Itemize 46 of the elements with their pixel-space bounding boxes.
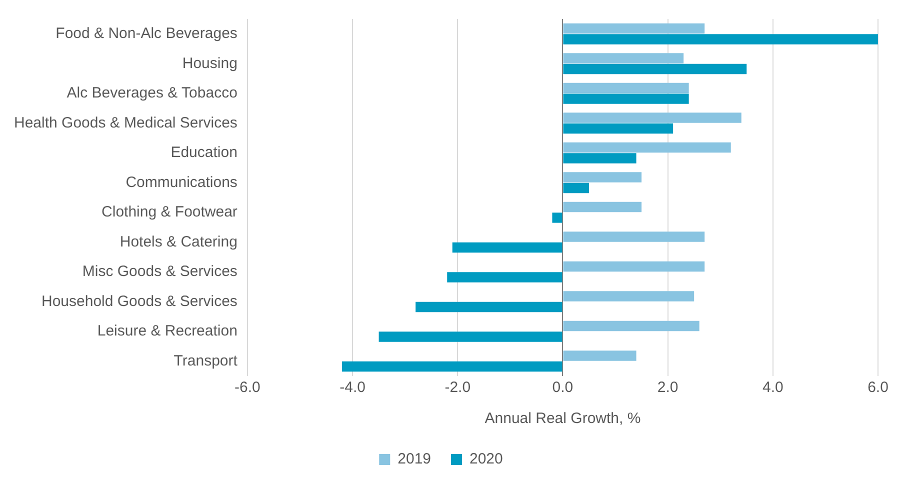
bar (563, 23, 705, 34)
y-tick-label: Health Goods & Medical Services (14, 114, 238, 132)
bar (563, 64, 747, 74)
bar (563, 202, 642, 212)
x-tick-label: 6.0 (868, 379, 888, 396)
x-tick-label: -2.0 (444, 379, 471, 396)
x-tick-label: -4.0 (340, 379, 366, 396)
x-tick-label: 2.0 (657, 379, 678, 396)
y-tick-label: Misc Goods & Services (82, 263, 238, 280)
y-tick-label: Housing (182, 54, 238, 72)
x-tick-label: 4.0 (762, 379, 784, 396)
x-tick-label: 0.0 (552, 379, 574, 396)
y-tick-label: Transport (174, 352, 238, 370)
bar (552, 212, 562, 223)
bar (447, 272, 562, 282)
bar (563, 123, 674, 134)
y-tick-label: Household Goods & Services (41, 292, 238, 310)
bar (563, 112, 742, 123)
bar (563, 232, 705, 242)
y-tick-label: Alc Beverages & Tobacco (66, 84, 238, 102)
bar (563, 291, 694, 302)
bar (563, 153, 636, 164)
bar (378, 332, 562, 342)
bar (452, 242, 562, 253)
bar (563, 261, 705, 272)
bar (563, 350, 636, 361)
bar (563, 53, 684, 64)
legend-label: 2020 (470, 450, 503, 468)
y-tick-label: Communications (126, 174, 238, 191)
y-tick-label: Education (170, 144, 238, 162)
legend-label: 2019 (398, 450, 432, 468)
bar (563, 172, 642, 182)
bar (563, 94, 689, 104)
y-tick-label: Hotels & Catering (120, 233, 238, 250)
x-tick-label: -6.0 (234, 379, 260, 396)
y-tick-label: Food & Non-Alc Beverages (56, 25, 238, 42)
y-tick-label: Leisure & Recreation (97, 322, 238, 340)
bar (563, 142, 731, 153)
bar (563, 182, 589, 194)
bar (563, 320, 700, 332)
bar (563, 34, 878, 44)
y-tick-label: Clothing & Footwear (102, 204, 238, 221)
bar (416, 302, 562, 312)
bar (342, 361, 562, 372)
x-axis-title: Annual Real Growth, % (484, 410, 641, 428)
bar (563, 82, 689, 94)
